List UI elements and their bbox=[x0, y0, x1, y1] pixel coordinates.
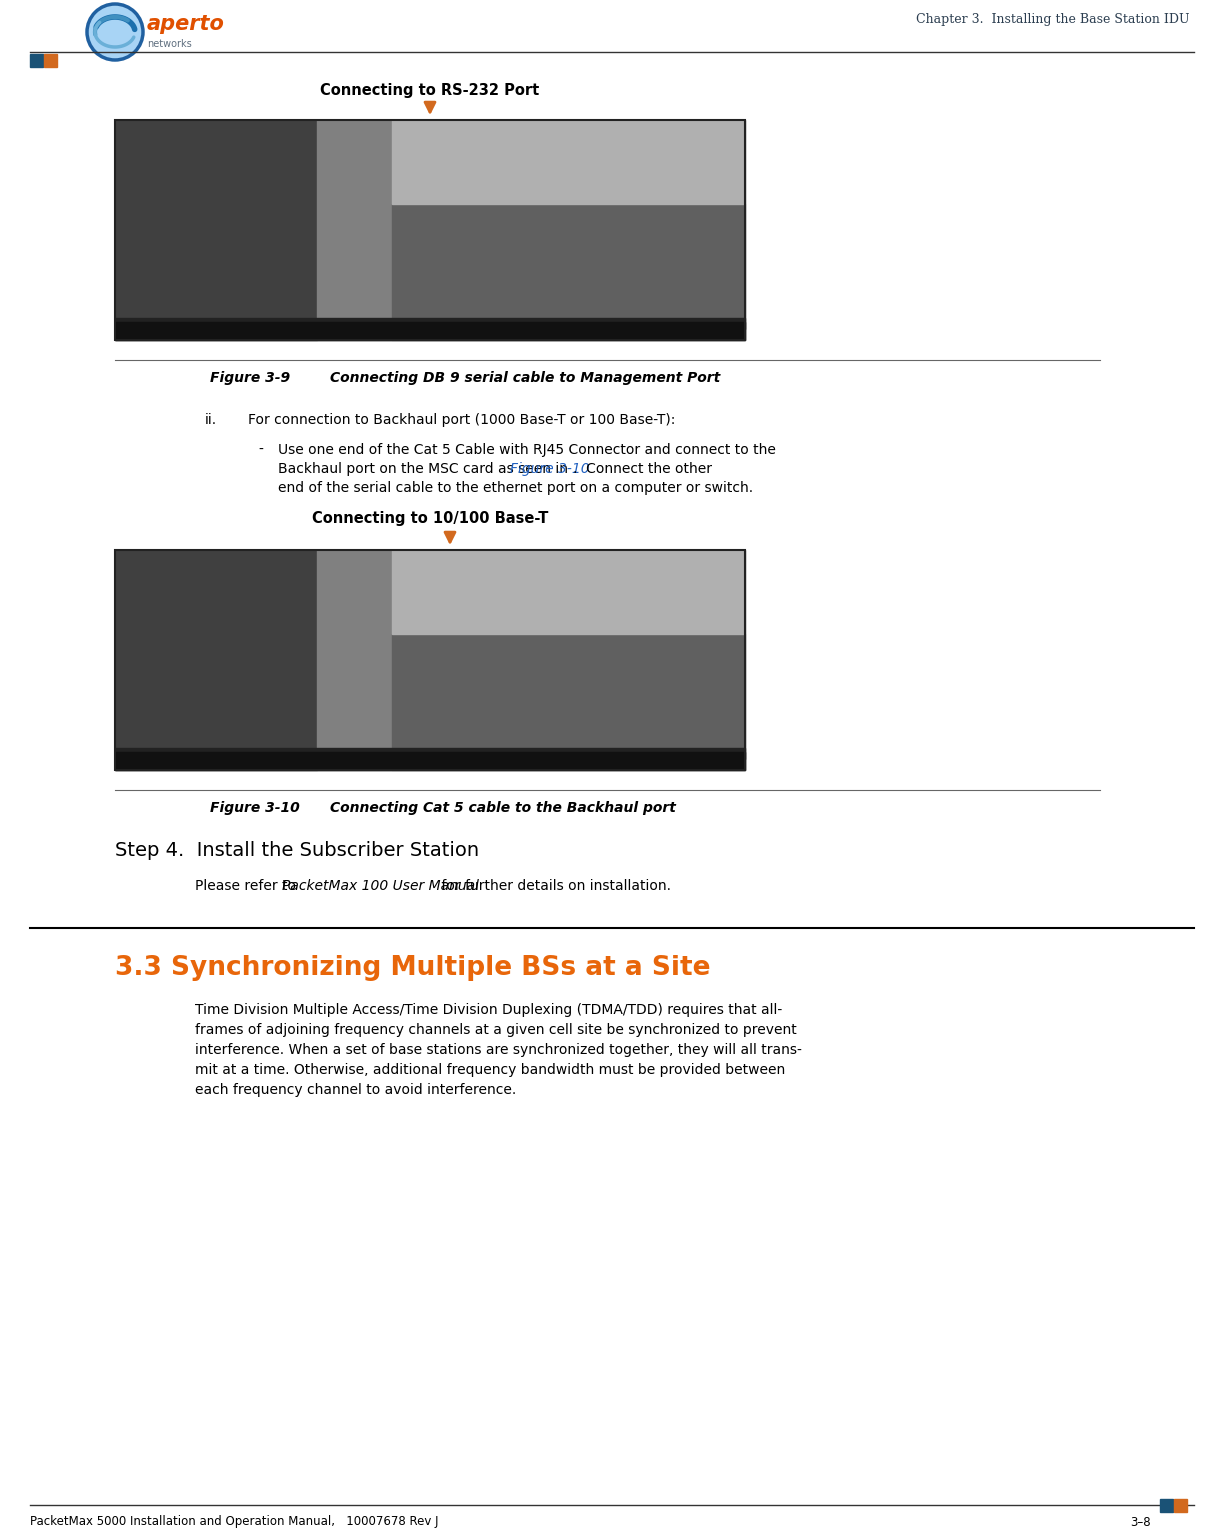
Bar bbox=[44, 54, 58, 68]
Text: Please refer to: Please refer to bbox=[195, 880, 300, 893]
Text: Use one end of the Cat 5 Cable with RJ45 Connector and connect to the: Use one end of the Cat 5 Cable with RJ45… bbox=[278, 444, 776, 457]
Bar bbox=[392, 204, 745, 339]
Text: For connection to Backhaul port (1000 Base-T or 100 Base-T):: For connection to Backhaul port (1000 Ba… bbox=[248, 413, 676, 427]
Text: Connecting to 10/100 Base-T: Connecting to 10/100 Base-T bbox=[312, 511, 548, 525]
Bar bbox=[392, 120, 745, 204]
Bar bbox=[317, 120, 392, 339]
Bar bbox=[115, 120, 745, 339]
Text: Backhaul port on the MSC card as seen in: Backhaul port on the MSC card as seen in bbox=[278, 462, 573, 476]
Bar bbox=[31, 54, 43, 68]
Text: Connecting Cat 5 cable to the Backhaul port: Connecting Cat 5 cable to the Backhaul p… bbox=[330, 801, 676, 815]
Text: each frequency channel to avoid interference.: each frequency channel to avoid interfer… bbox=[195, 1084, 517, 1098]
Text: Figure 3-10: Figure 3-10 bbox=[211, 801, 300, 815]
Bar bbox=[1160, 1500, 1173, 1512]
Bar bbox=[1174, 1500, 1187, 1512]
Text: 3.3 Synchronizing Multiple BSs at a Site: 3.3 Synchronizing Multiple BSs at a Site bbox=[115, 955, 710, 981]
Bar bbox=[115, 748, 745, 758]
Bar bbox=[115, 752, 745, 771]
Bar bbox=[115, 120, 745, 339]
Bar bbox=[392, 550, 745, 634]
Bar bbox=[115, 550, 317, 771]
Text: Connecting to RS-232 Port: Connecting to RS-232 Port bbox=[321, 83, 540, 98]
Bar bbox=[115, 318, 745, 328]
Text: end of the serial cable to the ethernet port on a computer or switch.: end of the serial cable to the ethernet … bbox=[278, 480, 753, 494]
Text: PacketMax 100 User Manual: PacketMax 100 User Manual bbox=[282, 880, 479, 893]
Text: Chapter 3.  Installing the Base Station IDU: Chapter 3. Installing the Base Station I… bbox=[917, 14, 1190, 26]
Bar bbox=[115, 120, 317, 339]
Text: Figure 3-9: Figure 3-9 bbox=[211, 371, 290, 385]
Text: Connecting DB 9 serial cable to Management Port: Connecting DB 9 serial cable to Manageme… bbox=[330, 371, 720, 385]
Text: frames of adjoining frequency channels at a given cell site be synchronized to p: frames of adjoining frequency channels a… bbox=[195, 1022, 797, 1038]
Bar bbox=[115, 322, 745, 339]
Text: for further details on installation.: for further details on installation. bbox=[437, 880, 671, 893]
Text: Time Division Multiple Access/Time Division Duplexing (TDMA/TDD) requires that a: Time Division Multiple Access/Time Divis… bbox=[195, 1002, 782, 1018]
Text: 3–8: 3–8 bbox=[1130, 1515, 1151, 1529]
Text: -: - bbox=[258, 444, 263, 457]
Text: interference. When a set of base stations are synchronized together, they will a: interference. When a set of base station… bbox=[195, 1042, 802, 1058]
Text: Figure 3-10: Figure 3-10 bbox=[509, 462, 589, 476]
Circle shape bbox=[87, 5, 143, 60]
Bar bbox=[115, 120, 745, 204]
Bar bbox=[392, 634, 745, 771]
Text: PacketMax 5000 Installation and Operation Manual,   10007678 Rev J: PacketMax 5000 Installation and Operatio… bbox=[31, 1515, 438, 1529]
Text: ii.: ii. bbox=[204, 413, 217, 427]
Text: mit at a time. Otherwise, additional frequency bandwidth must be provided betwee: mit at a time. Otherwise, additional fre… bbox=[195, 1064, 786, 1078]
Bar bbox=[115, 550, 745, 771]
Text: .  Connect the other: . Connect the other bbox=[573, 462, 711, 476]
Bar bbox=[115, 550, 745, 771]
Text: aperto: aperto bbox=[147, 14, 225, 34]
Bar bbox=[115, 550, 745, 634]
Bar bbox=[317, 550, 392, 771]
Text: Step 4.  Install the Subscriber Station: Step 4. Install the Subscriber Station bbox=[115, 841, 479, 860]
Text: networks: networks bbox=[147, 38, 192, 49]
